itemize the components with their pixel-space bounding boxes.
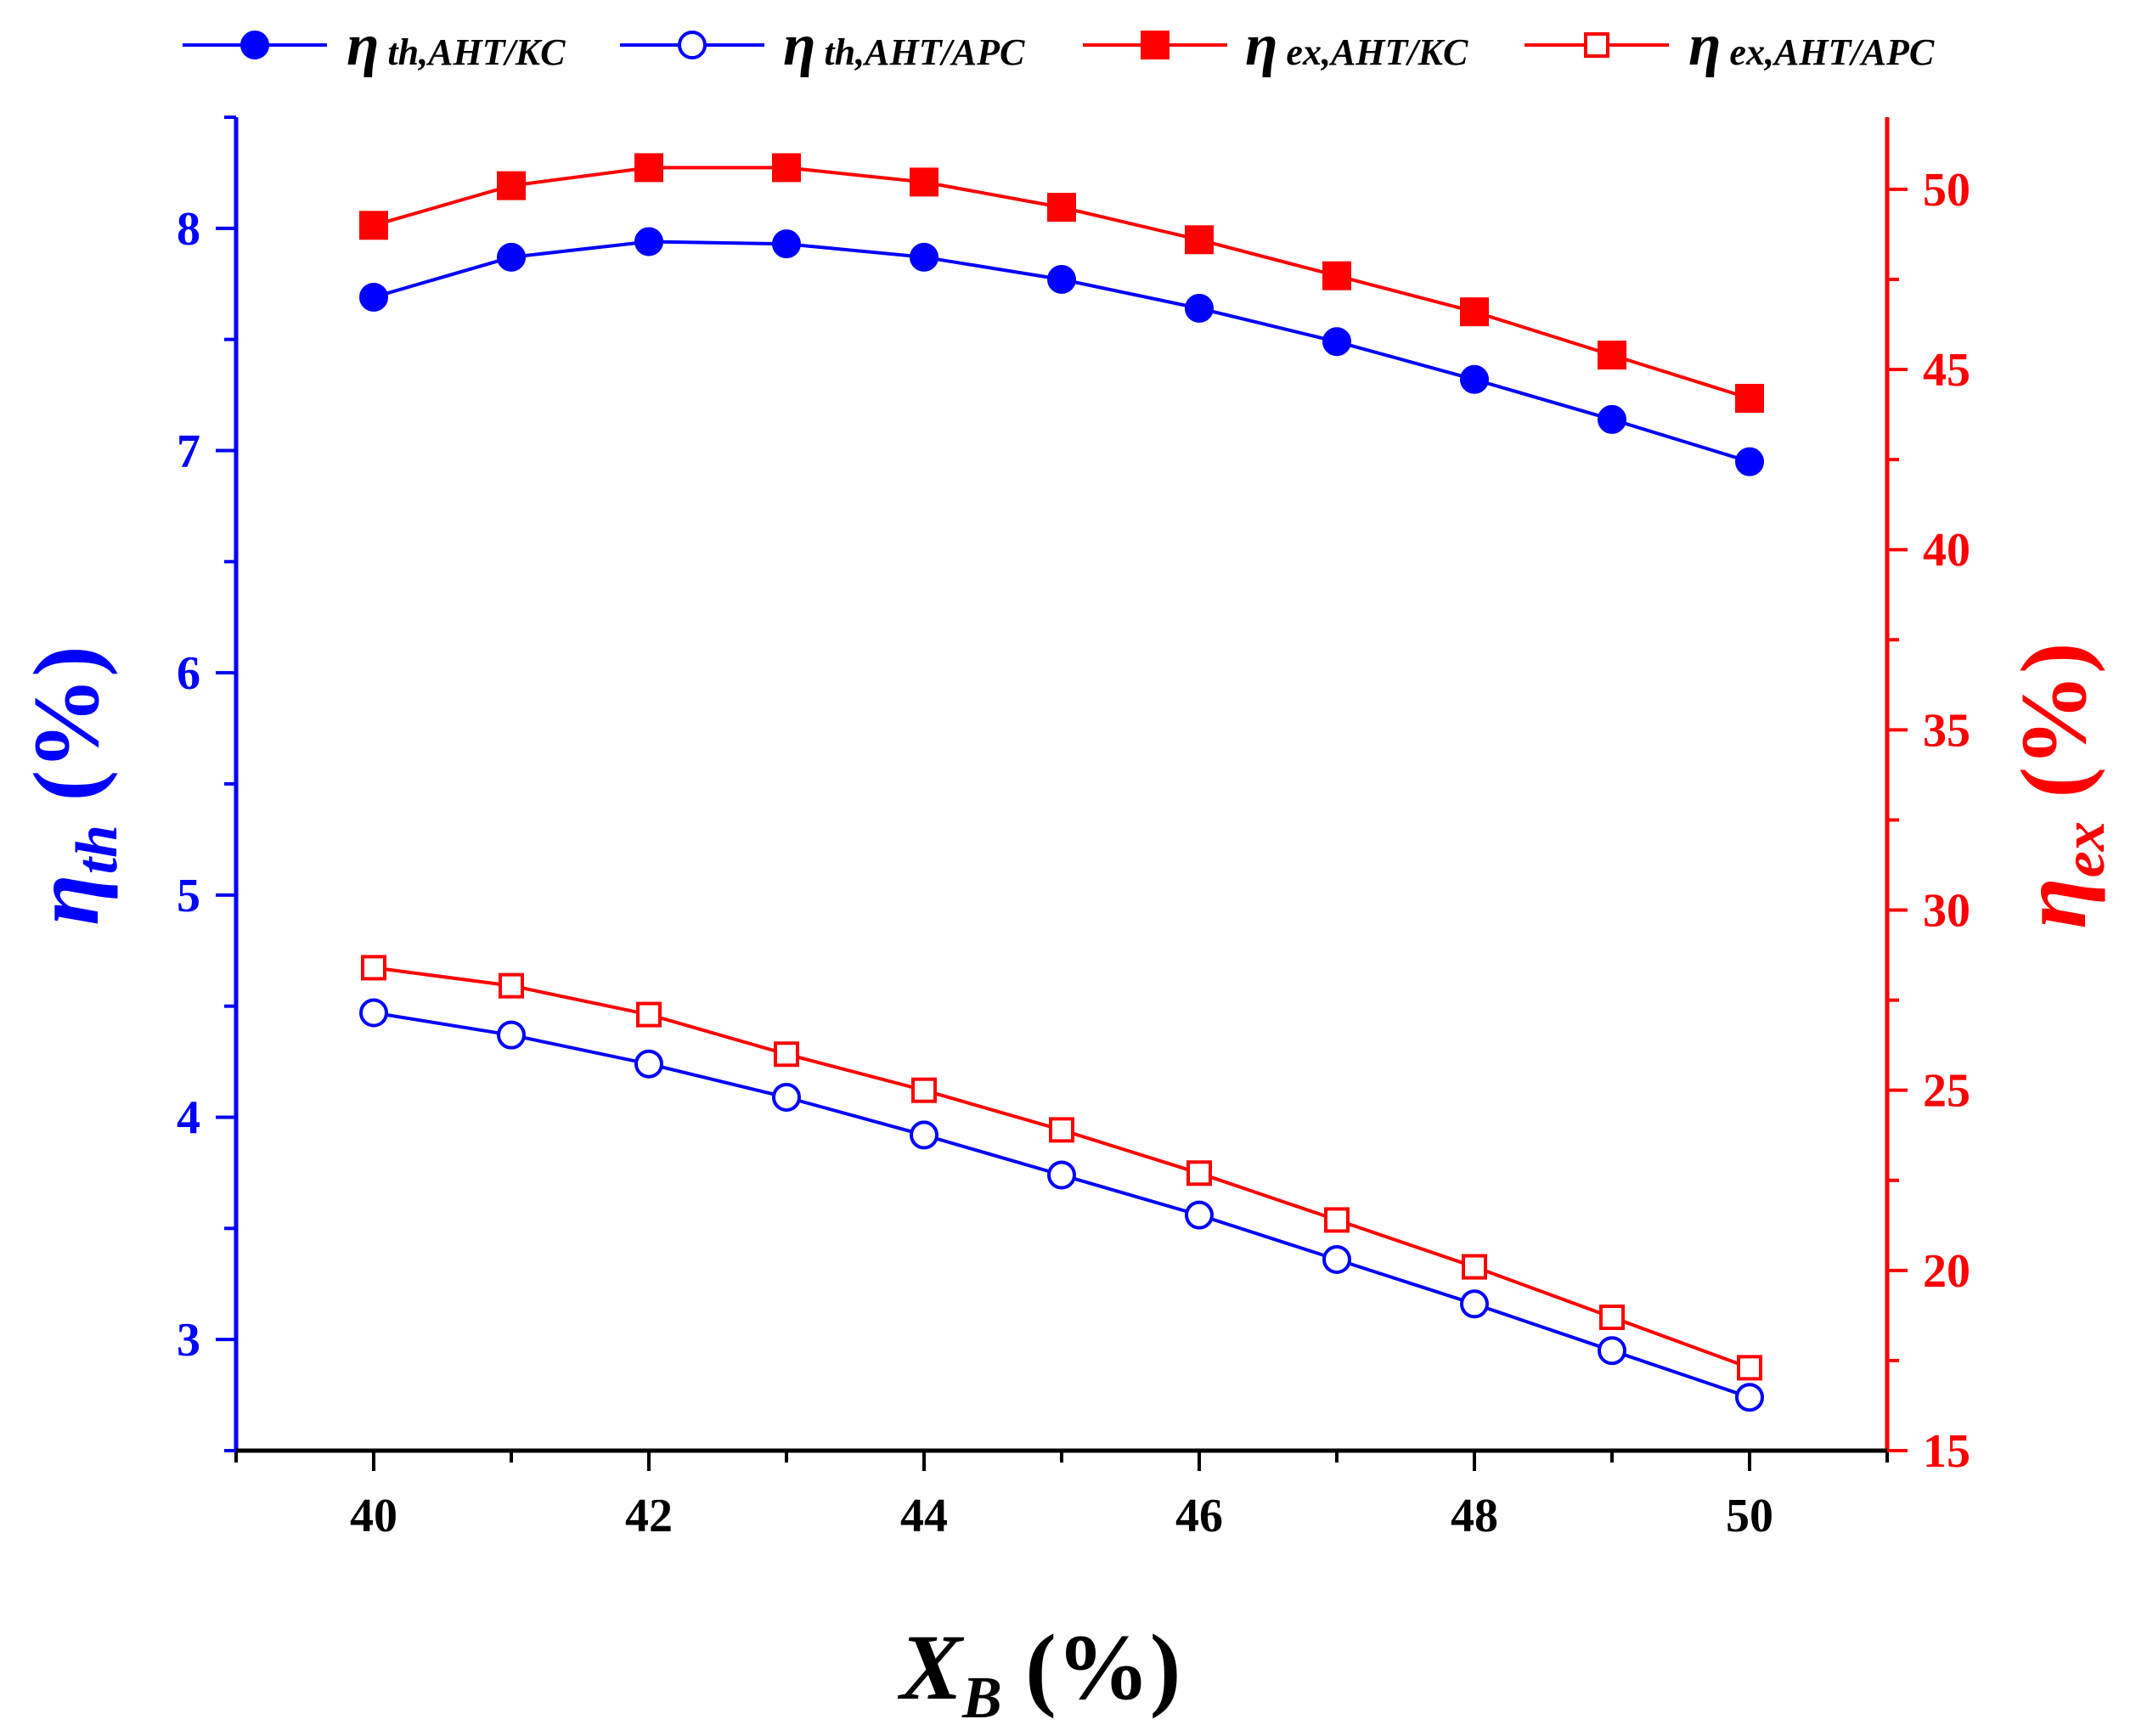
data-point-th_kc bbox=[772, 229, 801, 259]
data-point-th_kc bbox=[1735, 447, 1764, 476]
data-point-th_apc bbox=[497, 1020, 526, 1050]
x-tick-label: 42 bbox=[625, 1490, 673, 1542]
y-left-tick-label: 8 bbox=[177, 203, 200, 256]
data-point-th_apc bbox=[910, 1120, 938, 1150]
data-point-ex_kc bbox=[1598, 341, 1626, 370]
x-tick-label: 44 bbox=[900, 1490, 948, 1542]
data-point-th_apc bbox=[772, 1082, 801, 1112]
data-point-th_kc bbox=[359, 282, 388, 312]
data-point-ex_apc bbox=[1737, 1355, 1762, 1381]
data-point-ex_kc bbox=[359, 211, 388, 240]
data-point-th_kc bbox=[1598, 404, 1626, 434]
x-axis-label: XB (%) bbox=[898, 1615, 1181, 1731]
y-axis-label-left: ηth (%) bbox=[14, 645, 130, 926]
data-point-th_kc bbox=[1047, 265, 1076, 295]
data-point-th_apc bbox=[1735, 1383, 1764, 1412]
y-right-tick-label: 20 bbox=[1923, 1245, 1970, 1298]
legend-label-ex-apc: η ex,AHT/APC bbox=[1688, 13, 1935, 78]
data-point-th_kc bbox=[634, 227, 663, 256]
x-tick-label: 50 bbox=[1726, 1490, 1773, 1542]
y-right-tick-label: 30 bbox=[1923, 885, 1970, 938]
data-point-th_kc bbox=[910, 242, 938, 272]
data-point-th_apc bbox=[634, 1049, 663, 1079]
data-point-ex_apc bbox=[499, 972, 524, 999]
data-point-th_apc bbox=[359, 998, 388, 1028]
data-point-th_kc bbox=[497, 242, 526, 272]
data-point-ex_kc bbox=[1322, 261, 1351, 290]
legend: η th,AHT/KC η th,AHT/APC η ex,AHT/KC η ex,AH… bbox=[183, 13, 1935, 78]
data-point-ex_kc bbox=[1460, 297, 1489, 327]
data-point-ex_apc bbox=[636, 1001, 662, 1028]
series-group bbox=[359, 153, 1764, 1412]
legend-label-th-apc: η th,AHT/APC bbox=[783, 13, 1025, 78]
y-axis-label-right: ηex (%) bbox=[2002, 642, 2117, 928]
x-tick-label: 46 bbox=[1175, 1490, 1223, 1542]
data-point-ex_kc bbox=[1185, 225, 1214, 255]
data-point-ex_apc bbox=[1324, 1207, 1350, 1233]
y-left-tick-label: 6 bbox=[177, 647, 200, 700]
y-right-tick-label: 45 bbox=[1923, 344, 1970, 397]
data-point-ex_apc bbox=[1599, 1305, 1625, 1330]
legend-entry-ex-kc: η ex,AHT/KC bbox=[1083, 13, 1468, 78]
data-point-ex_kc bbox=[497, 171, 526, 200]
y-left-tick-label: 7 bbox=[177, 426, 200, 478]
data-point-th_kc bbox=[1460, 364, 1489, 394]
data-point-ex_apc bbox=[1049, 1117, 1074, 1143]
data-point-ex_kc bbox=[772, 153, 801, 183]
legend-entry-th-kc: η th,AHT/KC bbox=[183, 13, 566, 78]
data-point-th_kc bbox=[1322, 327, 1351, 357]
data-point-ex_kc bbox=[1047, 193, 1076, 223]
data-point-ex_kc bbox=[634, 153, 663, 183]
legend-label-ex-kc: η ex,AHT/KC bbox=[1245, 13, 1468, 78]
data-point-th_apc bbox=[1185, 1200, 1214, 1230]
y-right-tick-label: 35 bbox=[1923, 704, 1970, 757]
y-right-tick-label: 25 bbox=[1923, 1065, 1970, 1118]
data-point-ex_apc bbox=[1186, 1160, 1212, 1186]
y-left-tick-label: 4 bbox=[177, 1092, 200, 1145]
data-point-ex_apc bbox=[774, 1041, 799, 1068]
data-point-ex_apc bbox=[911, 1077, 937, 1103]
x-tick-label: 48 bbox=[1451, 1490, 1498, 1542]
data-point-ex_kc bbox=[910, 167, 938, 197]
y-right-tick-label: 40 bbox=[1923, 524, 1970, 577]
y-left-tick-label: 5 bbox=[177, 870, 200, 922]
data-point-th_apc bbox=[1047, 1160, 1076, 1190]
series-line-th_apc bbox=[373, 1011, 1750, 1400]
data-point-ex_apc bbox=[361, 955, 386, 981]
data-point-ex_kc bbox=[1735, 383, 1764, 413]
data-point-th_apc bbox=[1322, 1244, 1351, 1274]
data-point-ex_apc bbox=[1462, 1254, 1487, 1280]
legend-label-th-kc: η th,AHT/KC bbox=[347, 13, 566, 78]
legend-entry-th-apc: η th,AHT/APC bbox=[620, 13, 1025, 78]
y-right-tick-label: 15 bbox=[1923, 1425, 1970, 1478]
y-right-tick-label: 50 bbox=[1923, 164, 1970, 217]
data-point-th_apc bbox=[1460, 1289, 1489, 1319]
y-left-tick-label: 3 bbox=[177, 1314, 200, 1367]
data-point-th_apc bbox=[1598, 1336, 1626, 1366]
legend-entry-ex-apc: η ex,AHT/APC bbox=[1525, 13, 1935, 78]
x-tick-label: 40 bbox=[350, 1490, 397, 1542]
data-point-th_kc bbox=[1185, 294, 1214, 324]
